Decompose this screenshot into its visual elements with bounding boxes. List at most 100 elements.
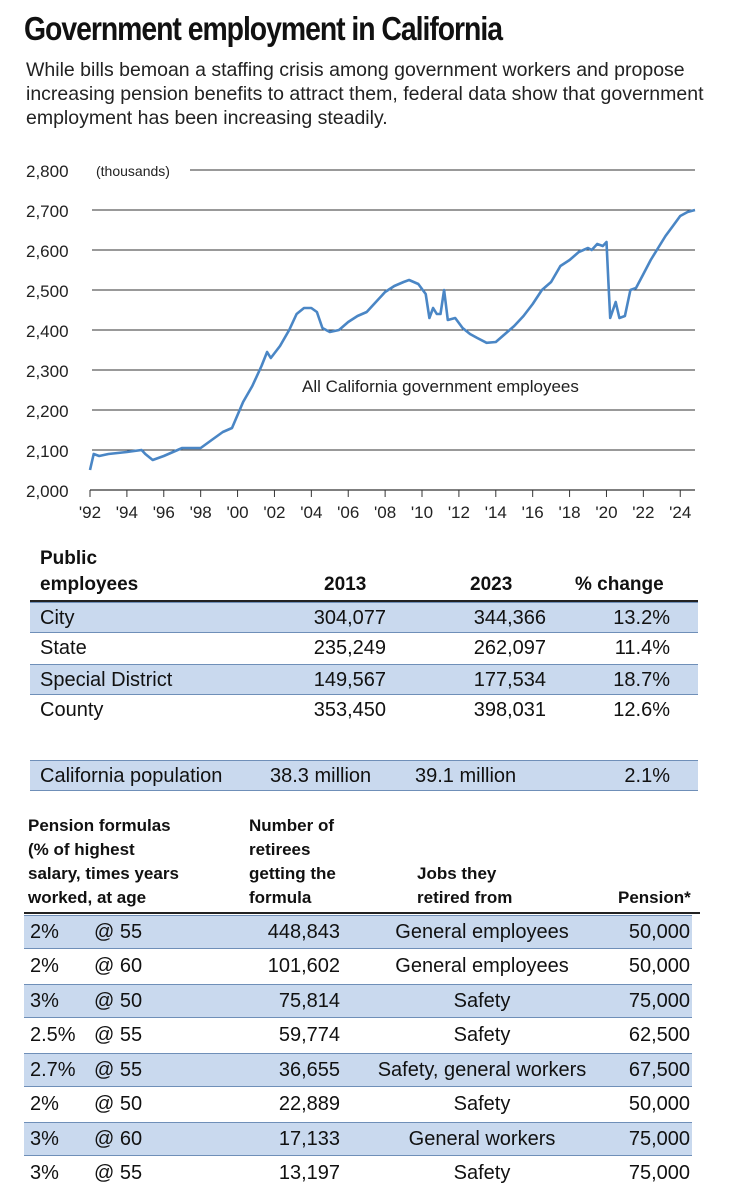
jobs-header: Jobs they retired from	[417, 864, 513, 907]
pension-table-row: 2.5% @ 55 59,774 Safety 62,500	[24, 1019, 692, 1053]
row-pension: 50,000	[628, 954, 690, 977]
x-tick-label: '04	[300, 503, 322, 522]
row-2023: 398,031	[473, 699, 546, 721]
public-table-row: County 353,450 398,031 12.6%	[30, 695, 698, 726]
row-pct: 2%	[30, 954, 59, 977]
row-age: @ 60	[94, 954, 143, 977]
pension-table-row: 2% @ 50 22,889 Safety 50,000	[24, 1088, 692, 1122]
row-retirees: 448,843	[267, 921, 340, 943]
y-tick-label: 2,500	[26, 282, 69, 301]
row-age: @ 50	[94, 1092, 143, 1115]
retirees-count-header: Number of retirees getting the formula	[249, 816, 336, 907]
row-name: Special District	[40, 669, 173, 691]
pension-formula-header: Pension formulas (% of highest salary, ti…	[28, 816, 179, 907]
row-2013: 353,450	[313, 699, 386, 721]
row-pct: 2%	[30, 921, 59, 943]
y-tick-label: 2,400	[26, 322, 69, 341]
row-job: Safety	[453, 1161, 511, 1184]
row-change: 12.6%	[613, 699, 670, 721]
page-title: Government employment in California	[24, 10, 503, 47]
pension-table-row: 3% @ 50 75,814 Safety 75,000	[24, 984, 692, 1018]
x-tick-label: '20	[595, 503, 617, 522]
row-pct: 2.7%	[30, 1059, 76, 1081]
row-name: State	[40, 637, 87, 659]
x-tick-label: '92	[79, 503, 101, 522]
pension-table-row: 2.7% @ 55 36,655 Safety, general workers 67,…	[24, 1053, 692, 1087]
row-pct: 3%	[30, 1128, 59, 1150]
row-pct: 3%	[30, 1161, 59, 1184]
row-2013: 149,567	[313, 669, 386, 691]
row-age: @ 55	[94, 1161, 143, 1184]
row-job: Safety, general workers	[377, 1059, 587, 1081]
row-2023: 262,097	[473, 637, 546, 659]
row-change: 11.4%	[614, 637, 670, 659]
x-tick-label: '22	[632, 503, 654, 522]
row-pct: 2%	[30, 1092, 59, 1115]
row-retirees: 75,814	[278, 990, 340, 1012]
pension-table-row: 2% @ 55 448,843 General employees 50,000	[24, 915, 692, 949]
y-tick-label: 2,200	[26, 402, 69, 421]
row-change: 13.2%	[613, 607, 670, 629]
y-axis-unit-label: (thousands)	[96, 163, 170, 179]
public-employees-label-line2: employees	[40, 574, 139, 595]
public-employees-label-line1: Public	[40, 548, 98, 569]
row-2023: 177,534	[473, 669, 546, 691]
y-tick-label: 2,600	[26, 242, 69, 261]
population-change: 2.1%	[624, 765, 670, 787]
series-line	[88, 208, 696, 471]
row-pension: 62,500	[628, 1023, 690, 1046]
y-tick-label: 2,100	[26, 442, 69, 461]
pension-table-row: 3% @ 60 17,133 General workers 75,000	[24, 1122, 692, 1156]
pension-table-row: 2% @ 60 101,602 General employees 50,000	[24, 950, 692, 984]
y-tick-label: 2,300	[26, 362, 69, 381]
x-tick-label: '24	[669, 503, 691, 522]
x-tick-label: '06	[337, 503, 359, 522]
public-table-rule	[30, 600, 698, 602]
row-name: County	[40, 699, 104, 721]
row-2013: 235,249	[313, 637, 386, 659]
series-annotation: All California government employees	[302, 377, 579, 396]
population-2023: 39.1 million	[415, 765, 517, 787]
pension-table-rule	[24, 912, 700, 914]
row-job: Safety	[453, 990, 511, 1012]
row-pct: 3%	[30, 990, 59, 1012]
x-tick-label: '96	[153, 503, 175, 522]
public-table-row: State 235,249 262,097 11.4%	[30, 633, 698, 664]
population-name: California population	[40, 765, 223, 787]
col-header-change: % change	[575, 574, 664, 595]
x-tick-label: '02	[263, 503, 285, 522]
row-age: @ 55	[94, 921, 143, 943]
row-age: @ 50	[94, 990, 143, 1012]
x-tick-label: '16	[522, 503, 544, 522]
x-tick-label: '12	[448, 503, 470, 522]
population-row: California population 38.3 million 39.1 …	[30, 760, 698, 791]
row-retirees: 36,655	[278, 1059, 340, 1081]
row-change: 18.7%	[613, 669, 670, 691]
row-retirees: 17,133	[278, 1128, 340, 1150]
row-2013: 304,077	[313, 607, 386, 629]
row-pension: 50,000	[628, 921, 690, 943]
row-job: General employees	[395, 954, 569, 977]
row-pension: 75,000	[628, 1128, 690, 1150]
row-retirees: 101,602	[267, 954, 340, 977]
col-header-2013: 2013	[324, 574, 367, 595]
row-pension: 75,000	[628, 1161, 690, 1184]
y-tick-label: 2,800	[26, 162, 69, 181]
row-pct: 2.5%	[30, 1023, 76, 1046]
y-tick-label: 2,000	[26, 482, 69, 501]
y-tick-label: 2,700	[26, 202, 69, 221]
x-tick-label: '98	[190, 503, 212, 522]
row-retirees: 13,197	[278, 1161, 340, 1184]
population-2013: 38.3 million	[270, 765, 372, 787]
row-job: Safety	[453, 1023, 511, 1046]
pension-header: Pension*	[618, 888, 691, 907]
x-tick-label: '10	[411, 503, 433, 522]
x-tick-label: '94	[116, 503, 138, 522]
x-tick-label: '00	[226, 503, 248, 522]
row-pension: 67,500	[628, 1059, 690, 1081]
x-tick-label: '08	[374, 503, 396, 522]
row-pension: 50,000	[628, 1092, 690, 1115]
row-age: @ 55	[94, 1023, 143, 1046]
row-retirees: 22,889	[278, 1092, 340, 1115]
row-age: @ 55	[94, 1059, 143, 1081]
